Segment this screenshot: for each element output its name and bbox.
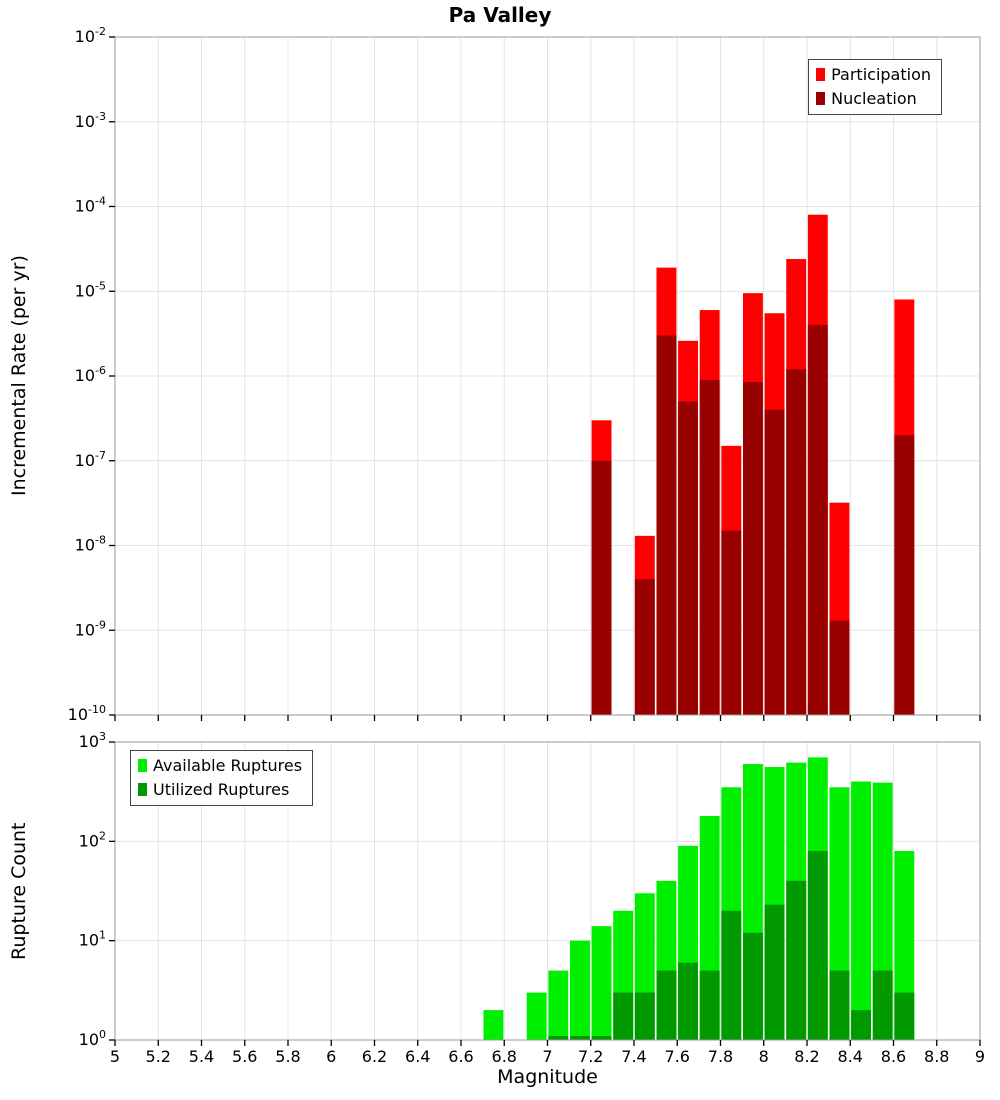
bar-utilized-ruptures bbox=[872, 970, 893, 1040]
x-tick-label: 8.8 bbox=[924, 1047, 949, 1066]
y-tick-label: 10-6 bbox=[75, 364, 106, 385]
x-tick-label: 8 bbox=[759, 1047, 769, 1066]
y-tick-label: 10-2 bbox=[75, 25, 106, 46]
legend-item-participation: Participation bbox=[816, 65, 931, 84]
legend-label-utilized-ruptures: Utilized Ruptures bbox=[153, 780, 290, 799]
legend-rate: Participation Nucleation bbox=[808, 59, 942, 115]
bar-utilized-ruptures bbox=[634, 992, 655, 1040]
legend-item-nucleation: Nucleation bbox=[816, 89, 931, 108]
y-tick-label: 10-7 bbox=[75, 449, 106, 470]
bar-utilized-ruptures bbox=[678, 962, 699, 1040]
panel-incremental-rate: 10-10 10-9 10-8 10-7 10-6 10-5 10-4 10-3 10-2 bbox=[68, 25, 981, 724]
bar-utilized-ruptures bbox=[548, 1036, 569, 1040]
x-tick-label: 7.8 bbox=[708, 1047, 733, 1066]
bar-utilized-ruptures bbox=[894, 992, 915, 1040]
legend-label-participation: Participation bbox=[831, 65, 931, 84]
x-tick-label: 7.2 bbox=[578, 1047, 603, 1066]
x-tick-label: 6.6 bbox=[448, 1047, 473, 1066]
x-tick-label: 5.6 bbox=[232, 1047, 257, 1066]
x-tick-label: 5.8 bbox=[275, 1047, 300, 1066]
bar-nucleation bbox=[894, 435, 915, 715]
bar-nucleation bbox=[656, 335, 677, 715]
x-tick-label: 8.4 bbox=[838, 1047, 863, 1066]
y-tick-label: 10-9 bbox=[75, 618, 106, 639]
x-tick-label: 7.6 bbox=[665, 1047, 690, 1066]
x-tick-label: 8.2 bbox=[794, 1047, 819, 1066]
y-axis-label-rate: Incremental Rate (per yr) bbox=[8, 255, 30, 497]
bar-nucleation bbox=[742, 381, 763, 715]
bar-nucleation bbox=[678, 401, 699, 715]
y-axis-label-count: Rupture Count bbox=[8, 822, 30, 960]
bar-utilized-ruptures bbox=[764, 904, 785, 1040]
x-tick-label: 5.4 bbox=[189, 1047, 214, 1066]
nucleation-swatch-icon bbox=[816, 92, 826, 105]
bar-available-ruptures bbox=[548, 970, 569, 1040]
x-tick-label: 8.6 bbox=[881, 1047, 906, 1066]
bar-nucleation bbox=[721, 530, 742, 715]
panel-rupture-count: 100 101 102 103 5 5.2 5.4 5.6 5.8 6 6.2 6.4 6.6 6.8 7 7… bbox=[79, 730, 985, 1066]
x-tick-label: 5 bbox=[110, 1047, 120, 1066]
bar-utilized-ruptures bbox=[569, 1036, 590, 1040]
x-tick-label: 6.4 bbox=[405, 1047, 430, 1066]
bar-utilized-ruptures bbox=[786, 880, 807, 1040]
y-tick-label: 102 bbox=[79, 829, 106, 850]
bar-utilized-ruptures bbox=[699, 970, 720, 1040]
y-tick-label: 10-4 bbox=[75, 195, 106, 216]
legend-label-available-ruptures: Available Ruptures bbox=[153, 756, 303, 775]
bar-available-ruptures bbox=[591, 926, 612, 1040]
utilized-ruptures-swatch-icon bbox=[138, 783, 147, 796]
bar-nucleation bbox=[786, 369, 807, 715]
legend-label-nucleation: Nucleation bbox=[831, 89, 917, 108]
x-tick-label: 6.8 bbox=[492, 1047, 517, 1066]
y-tick-label: 10-5 bbox=[75, 279, 106, 300]
chart-title: Pa Valley bbox=[448, 3, 552, 27]
bar-utilized-ruptures bbox=[613, 992, 634, 1040]
bar-nucleation bbox=[591, 460, 612, 715]
x-axis-label: Magnitude bbox=[497, 1066, 598, 1088]
bar-utilized-ruptures bbox=[721, 910, 742, 1040]
legend-item-available-ruptures: Available Ruptures bbox=[138, 756, 302, 775]
y-tick-label: 10-10 bbox=[68, 703, 106, 724]
bar-available-ruptures bbox=[851, 781, 872, 1040]
x-tick-label: 7 bbox=[542, 1047, 552, 1066]
bar-utilized-ruptures bbox=[851, 1010, 872, 1040]
bar-nucleation bbox=[829, 620, 850, 715]
participation-swatch-icon bbox=[816, 68, 826, 81]
y-tick-label: 100 bbox=[79, 1028, 106, 1049]
y-tick-label: 10-8 bbox=[75, 534, 106, 555]
x-tick-label: 6 bbox=[326, 1047, 336, 1066]
bar-utilized-ruptures bbox=[656, 970, 677, 1040]
bar-nucleation bbox=[764, 409, 785, 715]
bar-utilized-ruptures bbox=[829, 970, 850, 1040]
x-tick-label: 9 bbox=[975, 1047, 985, 1066]
bar-utilized-ruptures bbox=[742, 932, 763, 1040]
bar-available-ruptures bbox=[569, 940, 590, 1040]
bar-available-ruptures bbox=[483, 1010, 504, 1040]
bar-utilized-ruptures bbox=[591, 1036, 612, 1040]
legend-item-utilized-ruptures: Utilized Ruptures bbox=[138, 780, 302, 799]
bar-nucleation bbox=[634, 579, 655, 715]
x-tick-label: 7.4 bbox=[621, 1047, 646, 1066]
x-tick-label: 5.2 bbox=[146, 1047, 171, 1066]
bar-nucleation bbox=[807, 324, 828, 715]
y-tick-label: 103 bbox=[79, 730, 106, 751]
x-tick-label: 6.2 bbox=[362, 1047, 387, 1066]
available-ruptures-swatch-icon bbox=[138, 759, 147, 772]
bar-nucleation bbox=[699, 379, 720, 715]
bar-available-ruptures bbox=[526, 992, 547, 1040]
bar-utilized-ruptures bbox=[807, 850, 828, 1040]
legend-count: Available Ruptures Utilized Ruptures bbox=[130, 750, 314, 806]
y-tick-label: 101 bbox=[79, 929, 106, 950]
y-tick-label: 10-3 bbox=[75, 110, 106, 131]
